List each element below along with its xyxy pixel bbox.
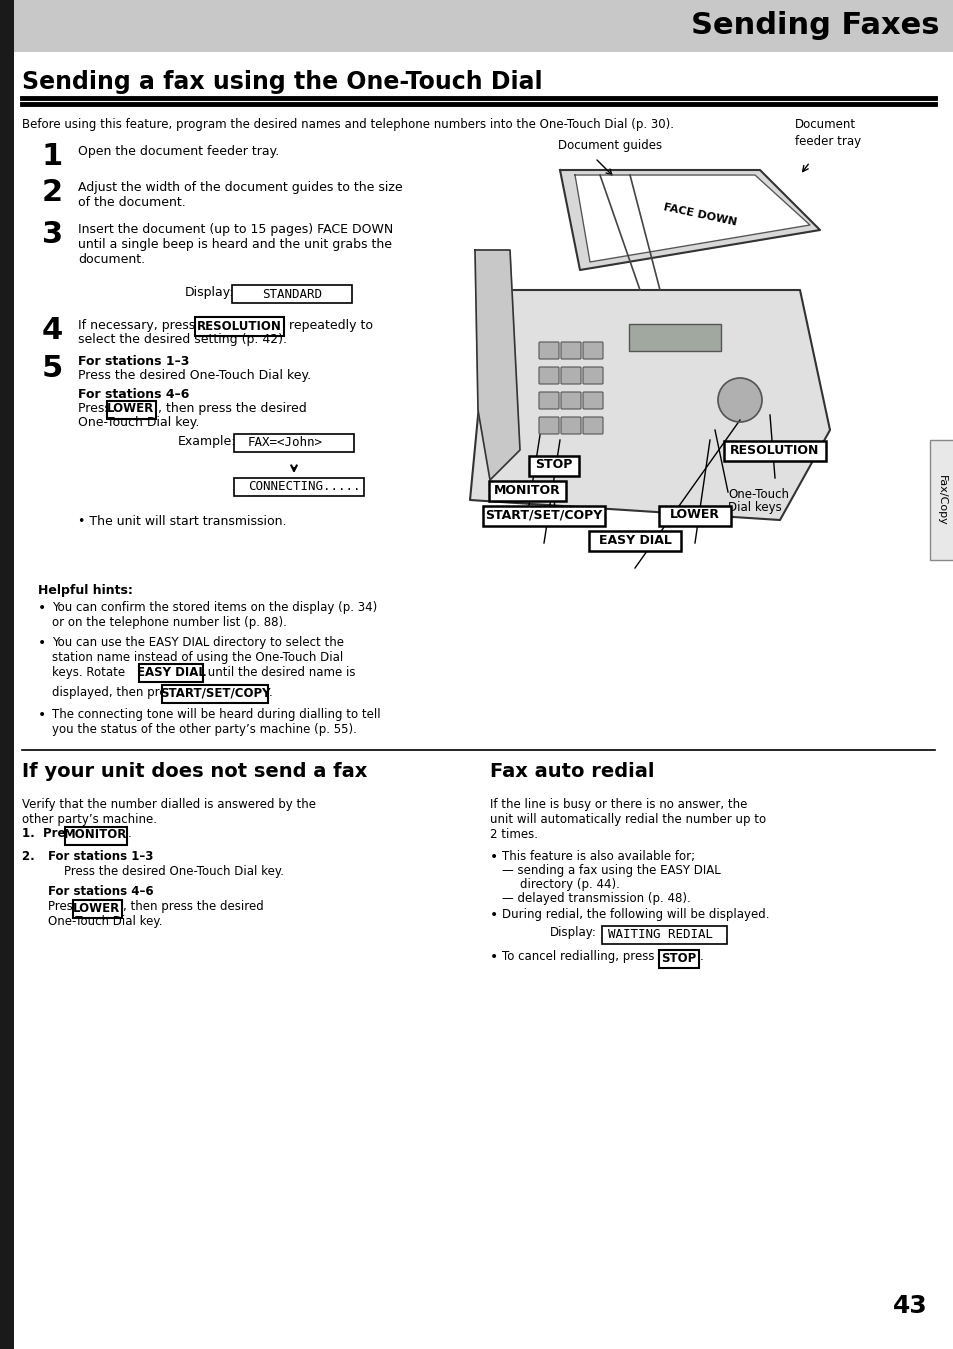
Text: displayed, then press: displayed, then press bbox=[52, 687, 182, 699]
Text: During redial, the following will be displayed.: During redial, the following will be dis… bbox=[501, 908, 769, 921]
Text: One-Touch: One-Touch bbox=[727, 488, 788, 500]
Text: For stations 1–3: For stations 1–3 bbox=[48, 850, 153, 863]
Text: Before using this feature, program the desired names and telephone numbers into : Before using this feature, program the d… bbox=[22, 117, 673, 131]
Text: STOP: STOP bbox=[535, 459, 572, 472]
Text: .: . bbox=[700, 950, 703, 963]
Text: Press: Press bbox=[48, 900, 83, 913]
Text: • The unit will start transmission.: • The unit will start transmission. bbox=[78, 515, 286, 527]
Text: You can use the EASY DIAL directory to select the
station name instead of using : You can use the EASY DIAL directory to s… bbox=[52, 635, 344, 679]
Text: CONNECTING.....: CONNECTING..... bbox=[248, 479, 360, 492]
Text: Press the desired One-Touch Dial key.: Press the desired One-Touch Dial key. bbox=[64, 865, 284, 878]
FancyBboxPatch shape bbox=[560, 417, 580, 434]
FancyBboxPatch shape bbox=[489, 482, 565, 500]
Text: Document guides: Document guides bbox=[558, 139, 661, 152]
FancyBboxPatch shape bbox=[601, 925, 726, 944]
Text: RESOLUTION: RESOLUTION bbox=[196, 320, 281, 332]
Text: You can confirm the stored items on the display (p. 34)
or on the telephone numb: You can confirm the stored items on the … bbox=[52, 602, 376, 629]
FancyBboxPatch shape bbox=[233, 478, 364, 496]
Text: .: . bbox=[269, 687, 273, 700]
FancyBboxPatch shape bbox=[139, 664, 203, 683]
Text: .: . bbox=[128, 827, 132, 840]
Text: FAX=<John>: FAX=<John> bbox=[248, 436, 323, 448]
FancyBboxPatch shape bbox=[233, 434, 354, 452]
Text: EASY DIAL: EASY DIAL bbox=[136, 665, 205, 679]
Text: •: • bbox=[490, 850, 497, 863]
Text: 3: 3 bbox=[42, 220, 63, 250]
Text: Fax/Copy: Fax/Copy bbox=[936, 475, 946, 525]
Polygon shape bbox=[470, 290, 829, 519]
FancyBboxPatch shape bbox=[560, 393, 580, 409]
Text: START/SET/COPY: START/SET/COPY bbox=[159, 687, 270, 700]
Text: directory (p. 44).: directory (p. 44). bbox=[519, 878, 619, 890]
Bar bbox=[0, 0, 14, 1349]
Text: Press: Press bbox=[78, 402, 114, 415]
FancyBboxPatch shape bbox=[659, 950, 699, 969]
FancyBboxPatch shape bbox=[560, 367, 580, 384]
Text: FACE DOWN: FACE DOWN bbox=[661, 202, 737, 228]
Text: The connecting tone will be heard during dialling to tell
you the status of the : The connecting tone will be heard during… bbox=[52, 708, 380, 737]
Text: Example:: Example: bbox=[178, 434, 236, 448]
Text: One-Touch Dial key.: One-Touch Dial key. bbox=[78, 415, 199, 429]
FancyBboxPatch shape bbox=[588, 532, 680, 550]
Text: Display:: Display: bbox=[550, 925, 597, 939]
Text: Sending Faxes: Sending Faxes bbox=[691, 12, 939, 40]
Text: If necessary, press: If necessary, press bbox=[78, 318, 199, 332]
FancyBboxPatch shape bbox=[73, 900, 122, 919]
Text: 2.: 2. bbox=[22, 850, 43, 863]
Text: WAITING REDIAL: WAITING REDIAL bbox=[607, 928, 712, 940]
Text: This feature is also available for;: This feature is also available for; bbox=[501, 850, 695, 863]
Text: , then press the desired: , then press the desired bbox=[123, 900, 263, 913]
FancyBboxPatch shape bbox=[628, 324, 720, 351]
FancyBboxPatch shape bbox=[723, 441, 825, 461]
Text: To cancel redialling, press: To cancel redialling, press bbox=[501, 950, 658, 963]
Text: •: • bbox=[490, 908, 497, 921]
FancyBboxPatch shape bbox=[538, 393, 558, 409]
Text: 1.  Press: 1. Press bbox=[22, 827, 84, 840]
Text: repeatedly to: repeatedly to bbox=[285, 318, 373, 332]
Bar bbox=[929, 440, 953, 560]
Text: EASY DIAL: EASY DIAL bbox=[598, 533, 671, 546]
Text: 4: 4 bbox=[42, 316, 63, 345]
Text: select the desired setting (p. 42).: select the desired setting (p. 42). bbox=[78, 333, 287, 345]
Text: — sending a fax using the EASY DIAL: — sending a fax using the EASY DIAL bbox=[501, 863, 720, 877]
FancyBboxPatch shape bbox=[232, 285, 352, 304]
Text: MONITOR: MONITOR bbox=[493, 483, 559, 496]
Text: until the desired name is: until the desired name is bbox=[204, 665, 355, 679]
Text: For stations 4–6: For stations 4–6 bbox=[78, 389, 190, 401]
FancyBboxPatch shape bbox=[659, 506, 730, 526]
FancyBboxPatch shape bbox=[482, 506, 604, 526]
Text: Fax auto redial: Fax auto redial bbox=[490, 762, 654, 781]
FancyBboxPatch shape bbox=[194, 317, 284, 336]
Text: Adjust the width of the document guides to the size
of the document.: Adjust the width of the document guides … bbox=[78, 181, 402, 209]
Text: Press the desired One-Touch Dial key.: Press the desired One-Touch Dial key. bbox=[78, 370, 311, 382]
Text: STANDARD: STANDARD bbox=[262, 287, 322, 301]
FancyBboxPatch shape bbox=[65, 827, 127, 844]
Text: One-Touch Dial key.: One-Touch Dial key. bbox=[48, 915, 162, 928]
Text: •: • bbox=[38, 708, 46, 722]
FancyBboxPatch shape bbox=[529, 456, 578, 476]
Text: •: • bbox=[38, 635, 46, 650]
Circle shape bbox=[718, 378, 761, 422]
Text: For stations 4–6: For stations 4–6 bbox=[48, 885, 153, 898]
FancyBboxPatch shape bbox=[162, 685, 268, 703]
Text: Verify that the number dialled is answered by the
other party’s machine.: Verify that the number dialled is answer… bbox=[22, 799, 315, 826]
Text: Sending a fax using the One-Touch Dial: Sending a fax using the One-Touch Dial bbox=[22, 70, 542, 94]
Text: Document
feeder tray: Document feeder tray bbox=[794, 117, 861, 148]
Polygon shape bbox=[475, 250, 519, 480]
Text: START/SET/COPY: START/SET/COPY bbox=[485, 509, 602, 522]
Text: — delayed transmission (p. 48).: — delayed transmission (p. 48). bbox=[501, 892, 690, 905]
Text: LOWER: LOWER bbox=[108, 402, 154, 415]
Text: Helpful hints:: Helpful hints: bbox=[38, 584, 132, 598]
Text: STOP: STOP bbox=[660, 951, 696, 965]
Text: Insert the document (up to 15 pages) FACE DOWN
until a single beep is heard and : Insert the document (up to 15 pages) FAC… bbox=[78, 223, 393, 266]
Text: •: • bbox=[38, 602, 46, 615]
FancyBboxPatch shape bbox=[582, 417, 602, 434]
FancyBboxPatch shape bbox=[538, 343, 558, 359]
Polygon shape bbox=[575, 175, 809, 262]
FancyBboxPatch shape bbox=[582, 343, 602, 359]
Text: If your unit does not send a fax: If your unit does not send a fax bbox=[22, 762, 367, 781]
Text: Display:: Display: bbox=[185, 286, 234, 299]
FancyBboxPatch shape bbox=[582, 393, 602, 409]
FancyBboxPatch shape bbox=[560, 343, 580, 359]
Text: If the line is busy or there is no answer, the
unit will automatically redial th: If the line is busy or there is no answe… bbox=[490, 799, 765, 840]
